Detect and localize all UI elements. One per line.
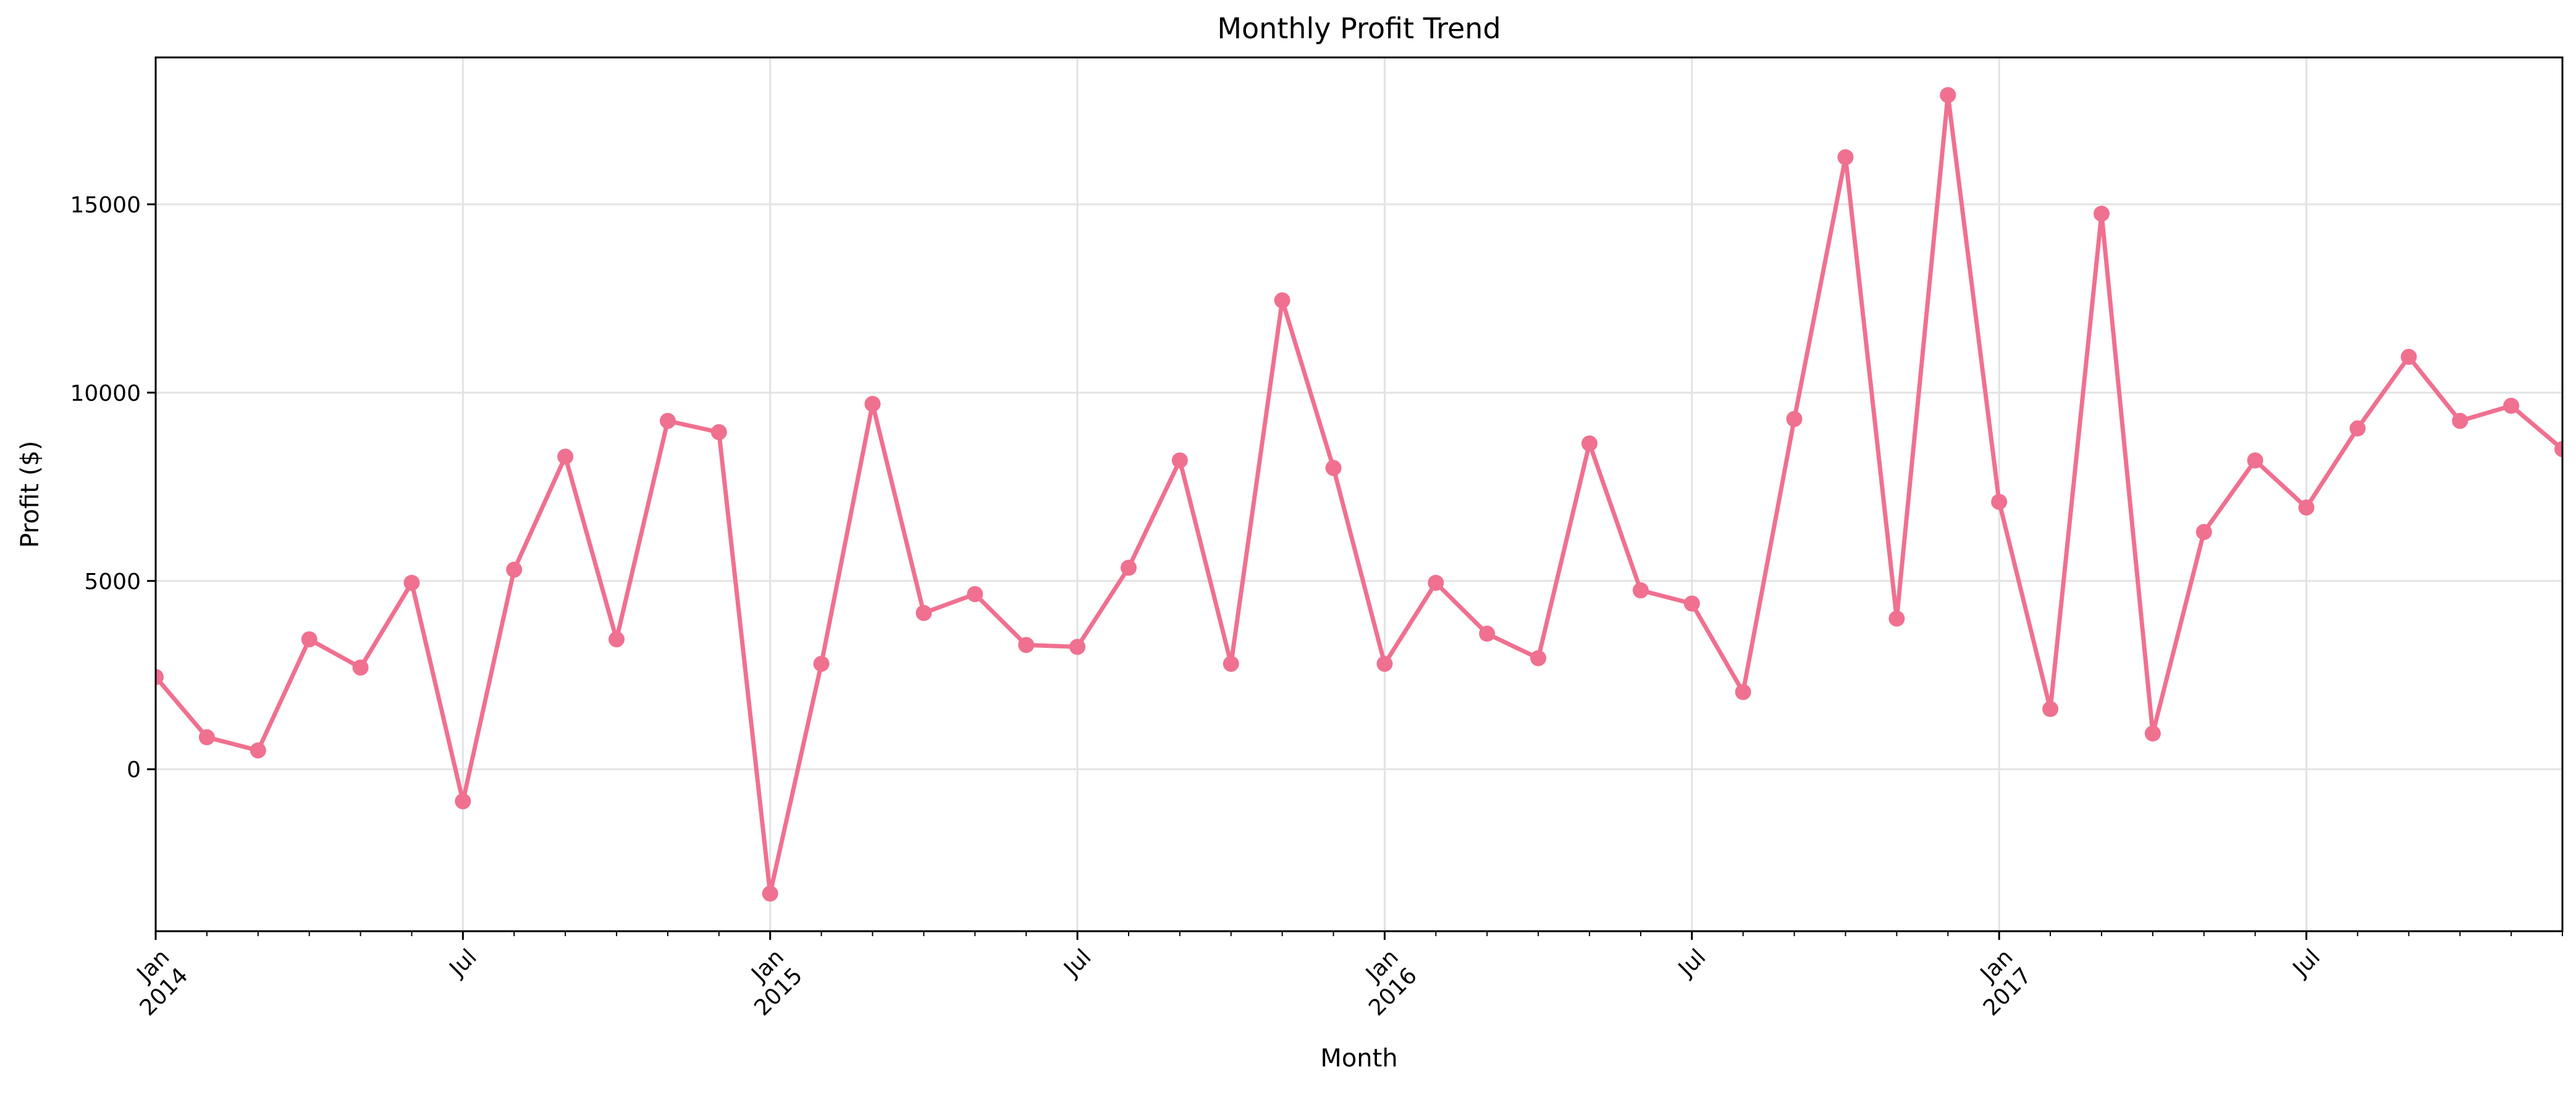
data-point [2144,725,2161,742]
data-point [1888,610,1905,627]
data-point [1018,637,1035,653]
data-point [2093,206,2110,222]
series-group [156,86,2562,902]
data-point [455,793,471,810]
data-point [506,561,523,578]
data-point [2401,348,2417,365]
data-point [557,448,574,465]
chart-title: Monthly Profit Trend [1217,12,1501,45]
data-point [1274,292,1290,309]
x-axis-title: Month [1320,1044,1397,1073]
data-point [967,586,983,603]
data-point [1171,452,1188,469]
data-point [2247,452,2263,469]
data-point [2195,524,2212,540]
data-point [1991,493,2008,510]
data-point [1683,595,1700,612]
data-point [2554,441,2562,458]
data-point [1479,626,1496,642]
data-point [156,669,164,685]
data-point [1786,411,1803,427]
data-point [915,605,932,621]
data-point [1120,559,1137,576]
data-point [813,655,830,672]
y-tick-label: 5000 [84,569,141,595]
data-point [1428,574,1444,591]
data-point [1837,149,1854,165]
y-tick-label: 15000 [70,193,141,218]
data-point [1530,650,1547,666]
data-point [608,631,625,648]
data-point [1069,639,1086,655]
y-tick-label: 0 [127,758,141,783]
data-point [864,396,881,412]
y-axis-title: Profit ($) [16,441,44,548]
data-point [403,574,420,591]
plot-frame [154,56,2564,932]
data-point [1223,655,1239,672]
data-point [1735,684,1751,700]
series-line [156,93,2562,896]
data-point [2503,398,2520,414]
y-tick-label: 10000 [70,381,141,406]
data-point [1325,459,1342,476]
data-point [198,729,215,745]
data-point [1376,655,1393,672]
data-point [301,631,318,648]
data-point [762,886,778,902]
data-point [1632,582,1649,599]
data-point [659,412,676,429]
data-point [2452,412,2469,429]
data-point [352,660,369,676]
data-point [250,742,266,759]
data-point [710,424,727,440]
data-point [2298,499,2315,516]
data-point [2042,701,2059,718]
data-point [2349,420,2366,437]
data-point [1940,86,1956,103]
series-layer [156,86,2562,902]
data-point [1581,435,1598,452]
